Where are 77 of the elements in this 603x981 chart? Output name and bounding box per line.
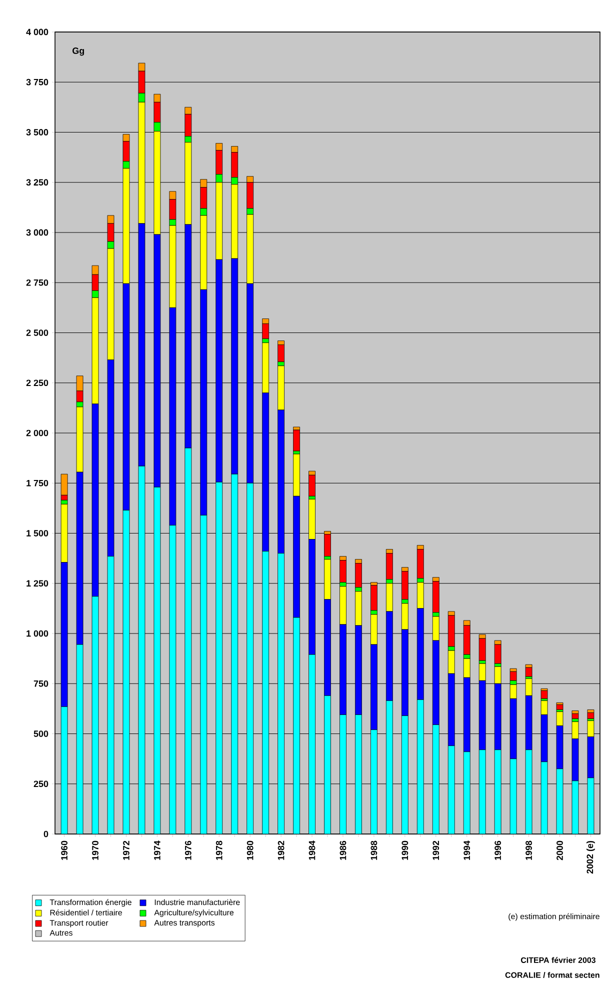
y-tick-label: 3 750 [26,78,48,86]
bar [448,746,455,834]
bar [463,752,470,834]
bar [169,525,176,834]
x-tick-label: 1988 [370,840,378,860]
bar [262,551,270,834]
bar [324,534,331,557]
bar [572,714,579,719]
x-tick-label: 1984 [308,840,316,860]
bar [401,716,408,834]
bar [340,714,346,834]
bar [324,695,331,834]
bar [184,448,192,834]
x-tick-label: 1992 [432,840,440,860]
bar [494,644,502,664]
y-tick-label: 4 000 [26,28,48,36]
bar [401,571,408,600]
bar [448,615,455,647]
bar [587,712,594,719]
bar [216,482,223,834]
bar [540,690,548,699]
y-tick-label: 2 500 [26,330,48,336]
y-tick-label: 1 500 [26,530,48,536]
bar [231,474,238,834]
x-tick-label: 1976 [184,840,192,860]
bar [556,704,564,710]
y-tick-label: 0 [44,830,48,838]
bar [416,699,424,834]
y-tick-label: 500 [34,730,48,737]
bar [386,553,393,580]
bar [370,585,378,611]
x-tick-label: 1972 [123,840,130,860]
bar [308,654,316,834]
x-tick-label: 2002 (e) [586,840,595,874]
bar [246,482,254,834]
bar [293,617,300,834]
bar [525,667,532,677]
y-tick-label: 2 250 [26,380,48,386]
x-tick-label: 1980 [246,840,254,860]
bar [355,714,362,834]
x-tick-label: 1990 [402,840,408,860]
y-tick-label: 250 [34,780,48,788]
x-tick-label: 1998 [526,840,532,860]
bar [200,515,208,834]
y-tick-label: 1 250 [26,580,48,587]
y-tick-label: 1 000 [26,630,48,637]
bar [478,750,486,834]
y-axis-title: Gg [72,48,84,56]
x-tick-label: 1986 [340,840,346,860]
bar [278,344,285,362]
y-tick-label: 2 000 [26,430,48,436]
bar [278,553,285,834]
y-tick-label: 1 750 [26,480,48,486]
x-tick-label: 1996 [494,840,501,860]
x-tick-label: 2000 [556,840,563,860]
x-tick-label: 1974 [154,840,160,860]
y-tick-label: 3 250 [26,179,48,186]
y-tick-label: 3 000 [26,229,48,236]
x-tick-label: 1994 [464,840,470,860]
x-tick-label: 1982 [278,840,284,860]
y-tick-label: 750 [34,680,48,687]
x-tick-label: 1960 [61,840,68,860]
bar [510,671,517,681]
bar [308,474,316,496]
bar [340,560,346,583]
bar [416,549,424,579]
bar [432,581,440,613]
bar [478,638,486,661]
bar [386,700,393,834]
y-tick-label: 3 500 [26,129,48,136]
bar [355,563,362,588]
bar [432,724,440,834]
y-tick-label: 2 750 [26,279,48,286]
x-tick-label: 1978 [216,840,222,860]
x-tick-label: 1970 [92,840,98,860]
bar [293,430,300,452]
bar [370,730,378,834]
